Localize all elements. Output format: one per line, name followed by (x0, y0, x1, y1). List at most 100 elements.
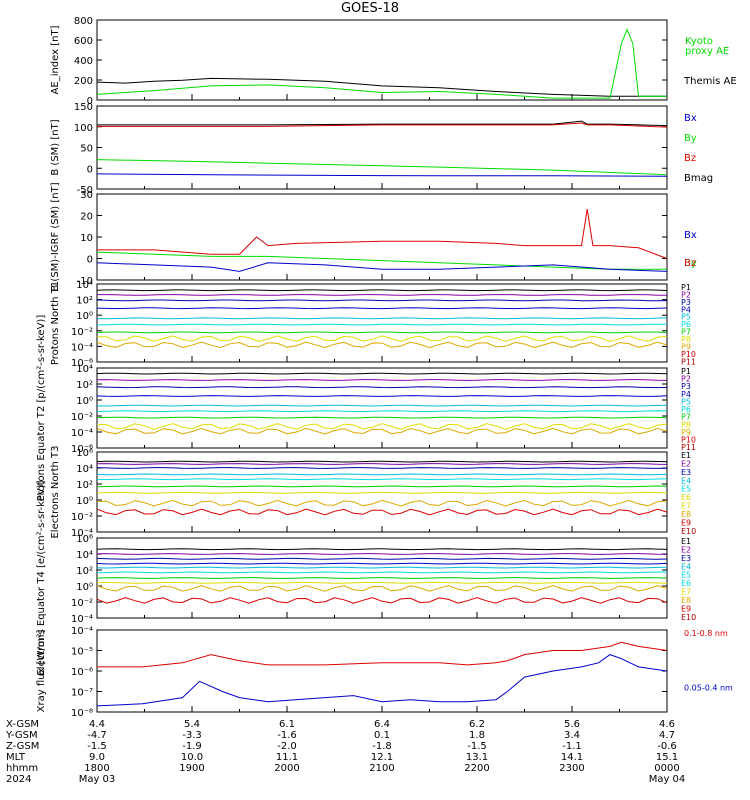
y-tick-label: 10⁰ (76, 396, 93, 407)
footer-value: -1.5 (467, 741, 487, 752)
legend-entry: P4 (681, 305, 691, 314)
footer-value: 5.4 (184, 719, 200, 730)
legend-entry: E10 (681, 527, 696, 536)
y-tick-label: 10⁰ (76, 311, 93, 322)
y-tick-label: 20 (80, 212, 93, 223)
legend-entry: P6 (681, 405, 691, 414)
series-line-1 (97, 641, 668, 668)
y-tick-label: 10⁻² (71, 412, 93, 423)
series-line-4 (96, 173, 668, 177)
series-line-1 (96, 460, 668, 463)
y-tick-label: 10⁶ (76, 448, 93, 459)
panel-2: 150 100 50 0 -50 B (SM) [nT] Bx By Bz Bmag (50, 102, 713, 196)
legend-entry: Bz (684, 258, 696, 269)
footer-row-label: Z-GSM (6, 741, 39, 752)
legend-entry: E2 (681, 545, 691, 554)
legend-entry: P7 (681, 328, 691, 337)
footer-value: 1900 (179, 763, 204, 774)
y-tick-label: 0 (87, 164, 93, 175)
legend-entry: P6 (681, 320, 691, 329)
footer-value: 2200 (464, 763, 489, 774)
y-tick-label: 10⁻⁵ (71, 647, 93, 658)
legend-entry: Bx (684, 113, 697, 124)
panel-frame (96, 105, 668, 190)
footer-value: -1.8 (372, 741, 392, 752)
series-line-5 (96, 317, 668, 320)
series-line-10 (96, 597, 668, 604)
footer-value: 15.1 (656, 752, 678, 763)
legend-entry: By (684, 258, 697, 269)
series-line-2 (97, 122, 668, 128)
y-tick-label: 10⁻² (71, 512, 93, 523)
footer-value: -2.0 (277, 741, 297, 752)
y-tick-label: 800 (74, 16, 93, 27)
footer-value: 1.8 (469, 730, 485, 741)
series-line-2 (96, 28, 667, 99)
legend-entry: E6 (681, 493, 691, 502)
footer-value: -3.3 (182, 730, 202, 741)
legend-entry: E7 (681, 502, 691, 511)
y-tick-label: 10⁴ (76, 550, 93, 561)
y-tick-label: 100 (74, 123, 93, 134)
series-line-2 (96, 654, 668, 707)
legend-entry: P11 (681, 443, 696, 452)
legend-entry: P11 (681, 357, 696, 366)
legend-entry: P7 (681, 413, 691, 422)
footer-value: May 04 (649, 774, 686, 785)
legend-entry: E3 (681, 468, 691, 477)
footer-row-label: Y-GSM (5, 730, 38, 741)
y-axis-label: Protons North T1 (50, 281, 61, 365)
y-tick-label: 50 (80, 144, 93, 155)
legend-entry: E8 (681, 596, 691, 605)
series-line-3 (96, 299, 668, 302)
footer-value: 2100 (369, 763, 394, 774)
footer-value: 6.4 (374, 719, 390, 730)
series-line-1 (97, 120, 668, 127)
series-line-2 (96, 251, 667, 270)
panel-5: 10⁴ 10² 10⁰ 10⁻² 10⁻⁴ 10⁻⁶ Protons Equator T2 … (36, 315, 696, 502)
y-tick-label: 10⁻⁴ (71, 626, 93, 637)
y-axis-label: B (SM)-IGRF (SM) [nT] (50, 182, 61, 291)
footer-value: -0.6 (657, 741, 677, 752)
legend-entry: E7 (681, 588, 691, 597)
series-line-3 (96, 467, 668, 469)
footer-row-label: 2024 (6, 774, 31, 785)
series-line-3 (96, 386, 668, 389)
series-line-2 (96, 379, 668, 381)
series-line-1 (96, 289, 668, 292)
legend-entry: Bz (684, 153, 696, 164)
series-line-9 (96, 427, 668, 435)
y-axis-label: AE_index [nT] (50, 25, 61, 94)
figure-title: GOES-18 (341, 1, 399, 16)
series-line-9 (96, 341, 668, 349)
y-tick-label: 30 (80, 190, 93, 201)
y-tick-label: 10⁻² (71, 598, 93, 609)
y-tick-label: 10⁰ (76, 496, 93, 507)
y-tick-label: 10⁻⁶ (71, 444, 93, 455)
footer-value: -1.9 (182, 741, 202, 752)
y-tick-label: 10² (76, 380, 93, 391)
footer-value: 12.1 (371, 752, 393, 763)
footer-value: -1.6 (277, 730, 297, 741)
legend-entry: Kyoto (685, 36, 713, 47)
legend-entry: E8 (681, 510, 691, 519)
footer-row-label: hhmm (6, 763, 38, 774)
series-line-6 (96, 571, 668, 574)
legend-entry: Bx (684, 230, 697, 241)
footer-value: 0.1 (374, 730, 390, 741)
footer-row-label: MLT (6, 752, 26, 763)
legend-entry: Themis AE (683, 76, 737, 87)
y-tick-label: 0 (87, 96, 93, 107)
y-tick-label: 10⁴ (76, 280, 93, 291)
y-tick-label: 10⁻⁴ (71, 614, 93, 625)
legend-entry: E5 (681, 571, 691, 580)
series-line-7 (96, 577, 668, 579)
legend-entry: P1 (681, 283, 691, 292)
series-line-9 (96, 508, 668, 516)
footer-value: 4.6 (659, 719, 675, 730)
footer-value: 14.1 (561, 752, 583, 763)
y-tick-label: 10⁶ (76, 534, 93, 545)
y-tick-label: 10⁻⁴ (71, 428, 93, 439)
